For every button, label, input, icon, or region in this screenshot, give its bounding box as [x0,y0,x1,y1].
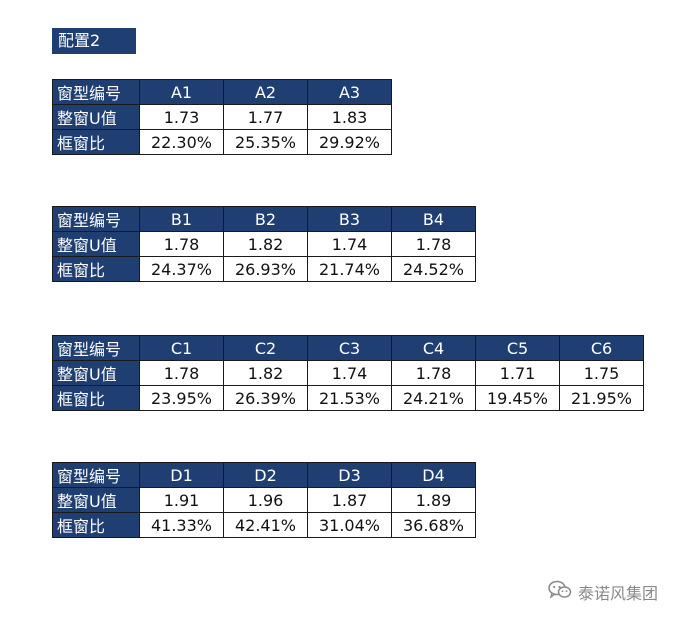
window-type-row: 窗型编号 B1 B2 B3 B4 [52,206,476,232]
u-value-cell: 1.96 [223,487,308,513]
frame-ratio-cell: 41.33% [139,512,224,538]
window-table-b: 窗型编号 B1 B2 B3 B4 整窗U值 1.78 1.82 1.74 1.7… [52,206,476,282]
frame-ratio-cell: 22.30% [139,129,224,155]
u-value-cell: 1.75 [559,360,644,386]
frame-ratio-row: 框窗比 24.37% 26.93% 21.74% 24.52% [52,256,476,282]
watermark: 泰诺风集团 [548,580,658,604]
frame-ratio-cell: 26.39% [223,385,308,411]
window-type-cell: A3 [307,79,392,105]
window-type-cell: B1 [139,206,224,232]
frame-ratio-cell: 19.45% [475,385,560,411]
window-type-cell: B3 [307,206,392,232]
u-value-cell: 1.87 [307,487,392,513]
frame-ratio-cell: 24.52% [391,256,476,282]
u-value-cell: 1.83 [307,104,392,130]
frame-ratio-cell: 26.93% [223,256,308,282]
u-value-cell: 1.74 [307,360,392,386]
u-value-cell: 1.71 [475,360,560,386]
window-type-row: 窗型编号 D1 D2 D3 D4 [52,462,476,488]
frame-ratio-row: 框窗比 41.33% 42.41% 31.04% 36.68% [52,512,476,538]
frame-ratio-label: 框窗比 [52,385,140,411]
u-value-label: 整窗U值 [52,360,140,386]
u-value-cell: 1.78 [391,231,476,257]
u-value-cell: 1.77 [223,104,308,130]
window-type-cell: A1 [139,79,224,105]
window-type-row: 窗型编号 C1 C2 C3 C4 C5 C6 [52,335,644,361]
watermark-text: 泰诺风集团 [578,584,659,603]
window-type-cell: D3 [307,462,392,488]
window-table-c: 窗型编号 C1 C2 C3 C4 C5 C6 整窗U值 1.78 1.82 1.… [52,335,644,411]
u-value-cell: 1.78 [391,360,476,386]
window-type-cell: D1 [139,462,224,488]
window-type-cell: B2 [223,206,308,232]
window-type-cell: C6 [559,335,644,361]
window-type-label: 窗型编号 [52,206,140,232]
frame-ratio-cell: 23.95% [139,385,224,411]
u-value-cell: 1.78 [139,231,224,257]
config-title: 配置2 [52,28,136,54]
u-value-cell: 1.73 [139,104,224,130]
u-value-cell: 1.82 [223,360,308,386]
window-type-cell: B4 [391,206,476,232]
window-type-row: 窗型编号 A1 A2 A3 [52,79,392,105]
u-value-cell: 1.74 [307,231,392,257]
u-value-row: 整窗U值 1.91 1.96 1.87 1.89 [52,487,476,513]
window-type-cell: D2 [223,462,308,488]
window-type-label: 窗型编号 [52,335,140,361]
frame-ratio-cell: 31.04% [307,512,392,538]
u-value-label: 整窗U值 [52,231,140,257]
u-value-row: 整窗U值 1.78 1.82 1.74 1.78 1.71 1.75 [52,360,644,386]
window-type-label: 窗型编号 [52,79,140,105]
window-type-cell: D4 [391,462,476,488]
u-value-cell: 1.78 [139,360,224,386]
window-type-cell: C2 [223,335,308,361]
frame-ratio-cell: 21.53% [307,385,392,411]
frame-ratio-cell: 36.68% [391,512,476,538]
frame-ratio-label: 框窗比 [52,129,140,155]
frame-ratio-cell: 24.21% [391,385,476,411]
u-value-cell: 1.91 [139,487,224,513]
window-type-cell: A2 [223,79,308,105]
u-value-row: 整窗U值 1.78 1.82 1.74 1.78 [52,231,476,257]
window-type-label: 窗型编号 [52,462,140,488]
window-type-cell: C3 [307,335,392,361]
u-value-cell: 1.82 [223,231,308,257]
frame-ratio-row: 框窗比 22.30% 25.35% 29.92% [52,129,392,155]
frame-ratio-cell: 21.95% [559,385,644,411]
frame-ratio-row: 框窗比 23.95% 26.39% 21.53% 24.21% 19.45% 2… [52,385,644,411]
frame-ratio-label: 框窗比 [52,256,140,282]
frame-ratio-cell: 29.92% [307,129,392,155]
window-table-d: 窗型编号 D1 D2 D3 D4 整窗U值 1.91 1.96 1.87 1.8… [52,462,476,538]
u-value-label: 整窗U值 [52,487,140,513]
u-value-row: 整窗U值 1.73 1.77 1.83 [52,104,392,130]
window-type-cell: C4 [391,335,476,361]
frame-ratio-cell: 25.35% [223,129,308,155]
wechat-icon [548,580,578,604]
window-table-a: 窗型编号 A1 A2 A3 整窗U值 1.73 1.77 1.83 框窗比 22… [52,79,392,155]
u-value-label: 整窗U值 [52,104,140,130]
window-type-cell: C5 [475,335,560,361]
frame-ratio-label: 框窗比 [52,512,140,538]
window-type-cell: C1 [139,335,224,361]
frame-ratio-cell: 24.37% [139,256,224,282]
frame-ratio-cell: 21.74% [307,256,392,282]
frame-ratio-cell: 42.41% [223,512,308,538]
u-value-cell: 1.89 [391,487,476,513]
